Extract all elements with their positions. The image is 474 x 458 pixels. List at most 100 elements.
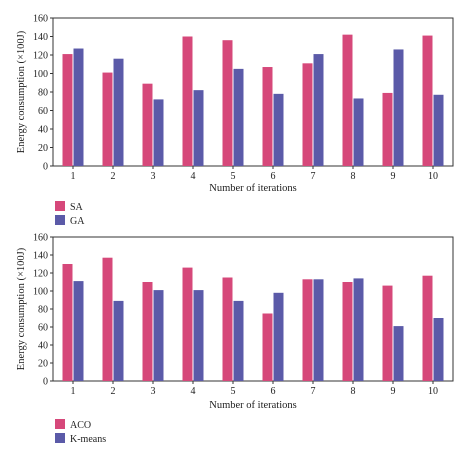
legend-swatch-sa xyxy=(55,201,65,211)
x-axis-label: Number of iterations xyxy=(209,400,296,411)
y-tick-label: 140 xyxy=(33,251,48,262)
bar-k-means-1 xyxy=(73,281,84,381)
y-tick-label: 40 xyxy=(38,341,48,352)
bar-k-means-4 xyxy=(193,290,204,381)
bar-k-means-9 xyxy=(393,326,404,381)
x-tick-label: 7 xyxy=(311,171,316,182)
y-tick-label: 20 xyxy=(38,359,48,370)
bar-ga-8 xyxy=(353,98,364,166)
y-tick-label: 80 xyxy=(38,88,48,99)
y-tick-label: 120 xyxy=(33,269,48,280)
bar-k-means-7 xyxy=(313,279,324,381)
bar-k-means-6 xyxy=(273,292,284,381)
x-tick-label: 1 xyxy=(71,171,76,182)
bar-aco-1 xyxy=(62,264,73,381)
bar-sa-8 xyxy=(342,34,353,167)
chart-bottom: 0 20 40 60 80 100 120 140 160 1 2 3 4 5 6 7 8 9 10 Energy… xyxy=(16,233,454,445)
y-tick-label: 20 xyxy=(38,143,48,154)
bar-aco-3 xyxy=(142,282,153,381)
bar-aco-6 xyxy=(262,313,273,381)
bar-ga-7 xyxy=(313,54,324,167)
x-tick-label: 4 xyxy=(191,171,196,182)
legend-label-kmeans: K-means xyxy=(70,434,106,445)
legend-swatch-kmeans xyxy=(55,433,65,443)
y-tick-label: 60 xyxy=(38,323,48,334)
x-tick-label: 2 xyxy=(111,386,116,397)
bar-ga-1 xyxy=(73,48,84,166)
bar-aco-8 xyxy=(342,282,353,381)
y-tick-label: 60 xyxy=(38,106,48,117)
x-axis-ticks: 1 2 3 4 5 6 7 8 9 10 xyxy=(71,381,438,397)
y-tick-label: 0 xyxy=(43,377,48,388)
y-tick-label: 120 xyxy=(33,51,48,62)
x-tick-label: 1 xyxy=(71,386,76,397)
x-tick-label: 8 xyxy=(351,171,356,182)
chart-top: 0 20 40 60 80 100 120 140 160 1 2 3 4 5 6 7 8 9 10 Energy… xyxy=(16,14,454,227)
x-tick-label: 9 xyxy=(391,171,396,182)
bar-ga-5 xyxy=(233,68,244,166)
x-tick-label: 7 xyxy=(311,386,316,397)
plot-frame xyxy=(52,17,454,167)
y-tick-label: 160 xyxy=(33,14,48,25)
y-tick-label: 100 xyxy=(33,69,48,80)
bar-ga-3 xyxy=(153,99,164,166)
y-tick-label: 0 xyxy=(43,162,48,173)
x-tick-label: 3 xyxy=(151,386,156,397)
bar-ga-9 xyxy=(393,49,404,167)
bars-group xyxy=(62,34,444,167)
bar-sa-7 xyxy=(302,63,313,167)
bar-ga-4 xyxy=(193,90,204,166)
bar-k-means-10 xyxy=(433,318,444,381)
bar-sa-9 xyxy=(382,92,393,166)
y-axis-ticks: 0 20 40 60 80 100 120 140 160 xyxy=(33,233,53,388)
x-tick-label: 5 xyxy=(231,171,236,182)
bar-sa-1 xyxy=(62,54,73,167)
bar-sa-10 xyxy=(422,35,433,167)
legend-swatch-aco xyxy=(55,419,65,429)
bar-aco-9 xyxy=(382,285,393,381)
bar-k-means-3 xyxy=(153,290,164,381)
y-tick-label: 40 xyxy=(38,125,48,136)
bar-ga-2 xyxy=(113,58,124,167)
x-tick-label: 3 xyxy=(151,171,156,182)
y-axis-label: Energy consumption (×100J) xyxy=(16,247,27,370)
bar-k-means-2 xyxy=(113,300,124,381)
y-tick-label: 160 xyxy=(33,233,48,244)
bar-ga-10 xyxy=(433,94,444,166)
bar-aco-2 xyxy=(102,257,113,381)
bar-ga-6 xyxy=(273,93,284,166)
plot-frame xyxy=(52,236,454,382)
bar-sa-5 xyxy=(222,40,233,167)
y-tick-label: 140 xyxy=(33,32,48,43)
y-axis-ticks: 0 20 40 60 80 100 120 140 160 xyxy=(33,14,53,173)
legend: ACO K-means xyxy=(55,419,106,445)
legend-label-aco: ACO xyxy=(70,420,91,431)
bars-group xyxy=(62,257,444,381)
legend-label-ga: GA xyxy=(70,216,85,227)
bar-sa-2 xyxy=(102,72,113,166)
y-tick-label: 100 xyxy=(33,287,48,298)
bar-sa-3 xyxy=(142,83,153,166)
x-tick-label: 4 xyxy=(191,386,196,397)
bar-sa-6 xyxy=(262,67,273,166)
x-tick-label: 10 xyxy=(428,386,438,397)
bar-aco-5 xyxy=(222,277,233,381)
y-axis-label: Energy consumption (×100J) xyxy=(16,30,27,153)
bar-k-means-5 xyxy=(233,300,244,381)
x-tick-label: 9 xyxy=(391,386,396,397)
bar-k-means-8 xyxy=(353,278,364,381)
bar-aco-7 xyxy=(302,279,313,381)
legend-label-sa: SA xyxy=(70,202,84,213)
x-tick-label: 6 xyxy=(271,171,276,182)
x-axis-label: Number of iterations xyxy=(209,183,296,194)
bar-sa-4 xyxy=(182,36,193,166)
x-axis-ticks: 1 2 3 4 5 6 7 8 9 10 xyxy=(71,166,438,182)
y-tick-label: 80 xyxy=(38,305,48,316)
bar-aco-4 xyxy=(182,267,193,381)
x-tick-label: 2 xyxy=(111,171,116,182)
x-tick-label: 6 xyxy=(271,386,276,397)
legend: SA GA xyxy=(55,201,85,227)
legend-swatch-ga xyxy=(55,215,65,225)
x-tick-label: 5 xyxy=(231,386,236,397)
